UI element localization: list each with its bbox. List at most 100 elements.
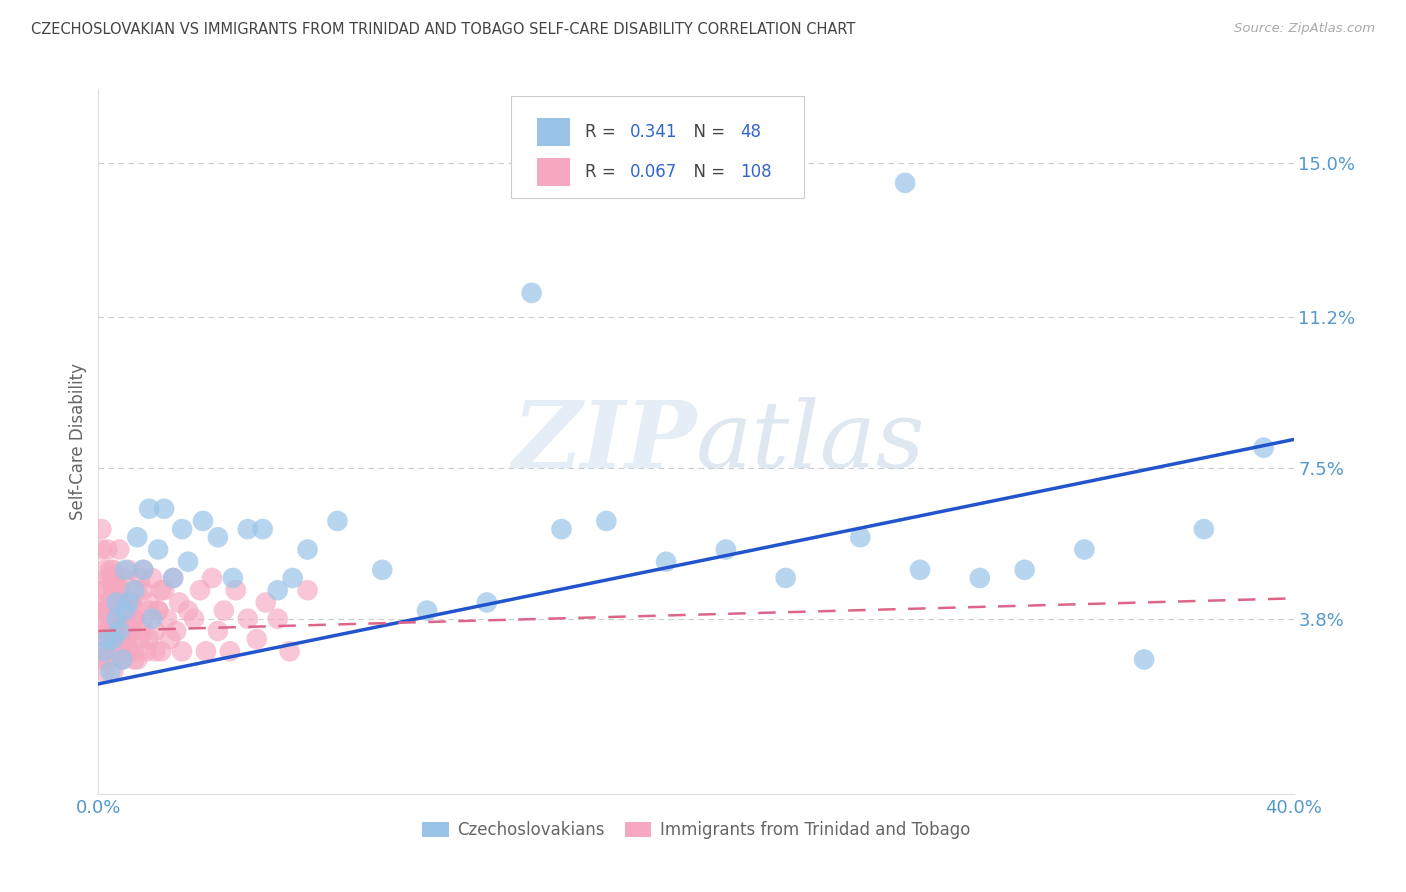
Point [127,583,149,598]
Point [93,644,115,658]
Point [108,595,131,609]
Point [475,595,498,609]
Point [111,612,134,626]
Point [207,530,229,544]
Point [90,522,112,536]
Point [225,583,247,598]
Point [117,595,139,609]
Point [93,612,115,626]
Point [103,563,125,577]
Point [183,612,205,626]
Point [124,644,146,658]
Point [177,604,200,618]
Point [105,612,128,626]
Point [108,624,131,638]
FancyBboxPatch shape [537,119,571,146]
Point [252,522,274,536]
Point [550,522,572,536]
Point [153,583,176,598]
Point [120,624,142,638]
Point [108,644,131,658]
Point [98,644,122,658]
Point [96,604,118,618]
Point [132,583,155,598]
Point [103,571,125,585]
Point [655,555,678,569]
Point [90,542,112,557]
Text: ZIP: ZIP [512,397,696,486]
Point [108,542,131,557]
Point [114,604,136,618]
Point [98,620,122,634]
Point [105,624,128,638]
Point [103,571,125,585]
Point [246,632,269,646]
Point [156,612,179,626]
Point [98,644,122,658]
Point [127,652,149,666]
Point [162,571,184,585]
Point [90,652,112,666]
Point [278,644,301,658]
Point [124,612,146,626]
Point [103,665,125,679]
Point [714,542,737,557]
Point [120,595,142,609]
Point [188,583,211,598]
Point [143,644,166,658]
Point [138,595,160,609]
Point [132,624,155,638]
Point [98,595,122,609]
Point [165,624,187,638]
Point [124,583,146,598]
Point [267,612,290,626]
Point [98,665,122,679]
Point [105,595,128,609]
Point [108,604,131,618]
Point [138,632,160,646]
Point [162,571,184,585]
Text: N =: N = [683,123,730,141]
Point [167,595,190,609]
Point [129,632,152,646]
Point [90,624,112,638]
Point [111,644,134,658]
Point [93,583,115,598]
Point [1014,563,1036,577]
Text: R =: R = [585,163,621,181]
Point [267,583,290,598]
Point [281,571,304,585]
Point [191,514,214,528]
Point [103,583,125,598]
Point [96,652,118,666]
FancyBboxPatch shape [537,158,571,186]
Point [96,595,118,609]
Point [93,604,115,618]
Text: R =: R = [585,123,621,141]
Point [103,632,125,646]
Point [201,571,224,585]
Point [195,644,218,658]
Point [114,612,136,626]
Text: N =: N = [683,163,730,181]
Point [108,583,131,598]
Point [111,652,134,666]
Point [103,636,125,650]
Point [135,644,157,658]
Point [114,571,136,585]
Point [111,652,134,666]
Point [132,612,155,626]
Point [148,542,170,557]
Y-axis label: Self-Care Disability: Self-Care Disability [69,363,87,520]
Point [153,501,176,516]
Text: CZECHOSLOVAKIAN VS IMMIGRANTS FROM TRINIDAD AND TOBAGO SELF-CARE DISABILITY CORR: CZECHOSLOVAKIAN VS IMMIGRANTS FROM TRINI… [31,22,855,37]
Point [254,595,277,609]
Text: 0.341: 0.341 [630,123,678,141]
Point [120,595,142,609]
Point [127,530,149,544]
Point [120,595,142,609]
Point [297,583,319,598]
Point [172,522,194,536]
Point [908,563,931,577]
Point [1133,652,1156,666]
